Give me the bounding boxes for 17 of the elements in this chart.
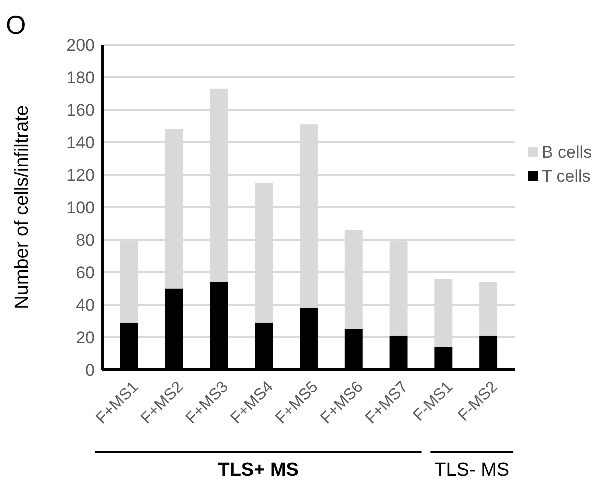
y-tick-label: 200 — [66, 36, 95, 55]
y-tick-label: 0 — [86, 360, 95, 380]
text: TLS+ MS — [218, 460, 299, 481]
y-tick-label: 100 — [66, 198, 95, 218]
y-tick-label: 120 — [66, 166, 95, 185]
y-tick-label: 80 — [76, 230, 95, 250]
y-tick-label: 180 — [66, 68, 95, 88]
text: TLS- MS — [434, 460, 510, 481]
legend-label: T cells — [542, 166, 591, 186]
y-tick-label: 20 — [76, 328, 95, 348]
y-tick-label: 60 — [76, 263, 95, 282]
y-axis-title: Number of cells/infiltrate — [12, 106, 33, 310]
legend-label: B cells — [542, 142, 592, 162]
y-tick-label: 40 — [76, 296, 95, 315]
text: O — [6, 10, 26, 40]
y-tick-label: 160 — [66, 100, 95, 120]
y-tick-label: 140 — [66, 133, 95, 152]
